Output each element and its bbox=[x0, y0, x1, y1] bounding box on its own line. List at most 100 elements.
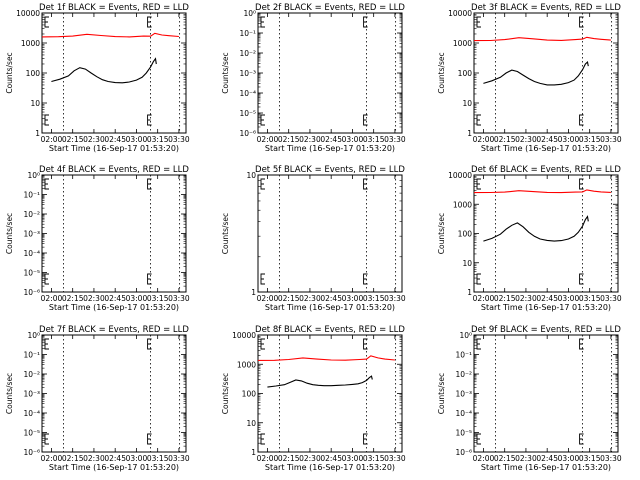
x-tick-label: 03:30 bbox=[168, 454, 190, 463]
x-axis-label: Start Time (16-Sep-17 01:53:20) bbox=[481, 303, 611, 312]
plot-frame bbox=[257, 334, 403, 453]
y-tick-label: 10000 bbox=[448, 171, 472, 180]
y-tick-label: 10000 bbox=[232, 331, 256, 340]
x-tick-label: 02:30 bbox=[515, 454, 537, 463]
y-tick-label: 10 bbox=[462, 259, 472, 268]
interval-bracket-mark bbox=[44, 16, 49, 28]
y-tick-label: 10⁻² bbox=[23, 370, 40, 379]
x-tick-label: 03:30 bbox=[168, 135, 190, 144]
x-tick-label: 02:00 bbox=[257, 454, 279, 463]
plot-frame bbox=[41, 174, 187, 293]
x-tick-label: 03:30 bbox=[600, 454, 622, 463]
y-axis-label: Counts/sec bbox=[5, 373, 14, 414]
x-tick-label: 03:15 bbox=[147, 135, 169, 144]
y-tick-label: 10 bbox=[30, 99, 40, 108]
y-tick-label: 10⁻⁴ bbox=[455, 409, 472, 418]
chart-title: Det 8f BLACK = Events, RED = LLD bbox=[255, 325, 405, 335]
x-tick-label: 03:15 bbox=[579, 294, 601, 303]
x-axis-label: Start Time (16-Sep-17 01:53:20) bbox=[49, 463, 179, 472]
chart-title: Det 4f BLACK = Events, RED = LLD bbox=[39, 165, 189, 175]
y-tick-label: 1 bbox=[251, 288, 256, 297]
chart-title: Det 6f BLACK = Events, RED = LLD bbox=[471, 165, 621, 175]
y-axis-label: Counts/sec bbox=[5, 213, 14, 254]
x-tick-label: 02:00 bbox=[473, 135, 495, 144]
x-tick-label: 02:30 bbox=[83, 454, 105, 463]
x-tick-label: 02:30 bbox=[83, 135, 105, 144]
y-tick-label: 10⁻³ bbox=[23, 390, 40, 399]
x-tick-label: 03:00 bbox=[558, 294, 580, 303]
interval-bracket-mark bbox=[147, 273, 152, 285]
events-rate-line bbox=[51, 57, 157, 84]
x-tick-label: 03:30 bbox=[384, 294, 406, 303]
y-tick-label: 1000 bbox=[453, 39, 472, 48]
x-tick-label: 02:15 bbox=[62, 135, 84, 144]
y-tick-label: 1000 bbox=[21, 39, 40, 48]
y-tick-label: 10⁻¹ bbox=[23, 351, 40, 360]
chart-title: Det 5f BLACK = Events, RED = LLD bbox=[255, 165, 405, 175]
interval-bracket-mark bbox=[363, 178, 368, 190]
y-axis-label: Counts/sec bbox=[221, 373, 230, 414]
x-tick-label: 02:45 bbox=[320, 454, 342, 463]
x-axis-label: Start Time (16-Sep-17 01:53:20) bbox=[265, 303, 395, 312]
y-tick-label: 100 bbox=[458, 230, 473, 239]
y-axis-label: Counts/sec bbox=[221, 213, 230, 254]
y-tick-label: 10⁻⁶ bbox=[239, 129, 256, 138]
y-tick-label: 1 bbox=[251, 448, 256, 457]
lld-rate-line bbox=[473, 189, 611, 194]
interval-bracket-mark bbox=[44, 114, 49, 126]
interval-bracket-mark bbox=[363, 16, 368, 28]
interval-bracket-mark bbox=[363, 273, 368, 285]
x-tick-label: 02:45 bbox=[320, 135, 342, 144]
interval-bracket-mark bbox=[476, 273, 481, 285]
y-tick-label: 10⁻² bbox=[455, 370, 472, 379]
lld-rate-line bbox=[41, 32, 179, 38]
y-tick-label: 10⁰ bbox=[27, 171, 40, 180]
x-tick-label: 03:30 bbox=[384, 454, 406, 463]
chart-title: Det 2f BLACK = Events, RED = LLD bbox=[255, 3, 405, 13]
interval-bracket-mark bbox=[147, 433, 152, 445]
chart-panel-8: Det 8f BLACK = Events, RED = LLD 02:00 02:… bbox=[221, 325, 406, 472]
chart-title: Det 7f BLACK = Events, RED = LLD bbox=[39, 325, 189, 335]
interval-bracket-mark bbox=[476, 178, 481, 190]
y-tick-label: 10⁻¹ bbox=[455, 351, 472, 360]
x-tick-label: 02:15 bbox=[62, 454, 84, 463]
y-tick-label: 1 bbox=[35, 129, 40, 138]
x-tick-label: 02:00 bbox=[473, 454, 495, 463]
x-tick-label: 02:45 bbox=[104, 454, 126, 463]
y-axis-label: Counts/sec bbox=[437, 373, 446, 414]
lld-rate-line bbox=[257, 355, 395, 361]
interval-bracket-mark bbox=[260, 178, 265, 190]
y-tick-label: 10000 bbox=[448, 9, 472, 18]
x-axis-label: Start Time (16-Sep-17 01:53:20) bbox=[481, 144, 611, 153]
y-tick-label: 10⁻⁵ bbox=[23, 269, 40, 278]
interval-bracket-mark bbox=[260, 114, 265, 126]
interval-bracket-mark bbox=[579, 338, 584, 350]
x-tick-label: 03:15 bbox=[363, 135, 385, 144]
x-tick-label: 02:30 bbox=[515, 135, 537, 144]
chart-title: Det 3f BLACK = Events, RED = LLD bbox=[471, 3, 621, 13]
interval-bracket-mark bbox=[579, 273, 584, 285]
y-tick-label: 100 bbox=[458, 69, 473, 78]
y-tick-label: 10⁰ bbox=[27, 331, 40, 340]
interval-bracket-mark bbox=[476, 338, 481, 350]
interval-bracket-mark bbox=[260, 338, 265, 350]
x-tick-label: 03:15 bbox=[363, 454, 385, 463]
chart-panel-3: Det 3f BLACK = Events, RED = LLD 02:00 02:… bbox=[437, 3, 622, 153]
x-tick-label: 03:00 bbox=[126, 135, 148, 144]
x-tick-label: 02:45 bbox=[536, 294, 558, 303]
interval-bracket-mark bbox=[147, 338, 152, 350]
y-axis-label: Counts/sec bbox=[437, 52, 446, 93]
interval-bracket-mark bbox=[579, 433, 584, 445]
x-axis-label: Start Time (16-Sep-17 01:53:20) bbox=[49, 144, 179, 153]
x-tick-label: 03:30 bbox=[168, 294, 190, 303]
interval-bracket-mark bbox=[260, 16, 265, 28]
y-tick-label: 10⁻⁶ bbox=[23, 448, 40, 457]
x-tick-label: 03:00 bbox=[342, 454, 364, 463]
interval-bracket-mark bbox=[147, 178, 152, 190]
x-tick-label: 03:00 bbox=[126, 454, 148, 463]
interval-bracket-mark bbox=[44, 433, 49, 445]
y-axis-label: Counts/sec bbox=[221, 52, 230, 93]
y-tick-label: 10⁻³ bbox=[239, 69, 256, 78]
x-tick-label: 02:00 bbox=[257, 135, 279, 144]
